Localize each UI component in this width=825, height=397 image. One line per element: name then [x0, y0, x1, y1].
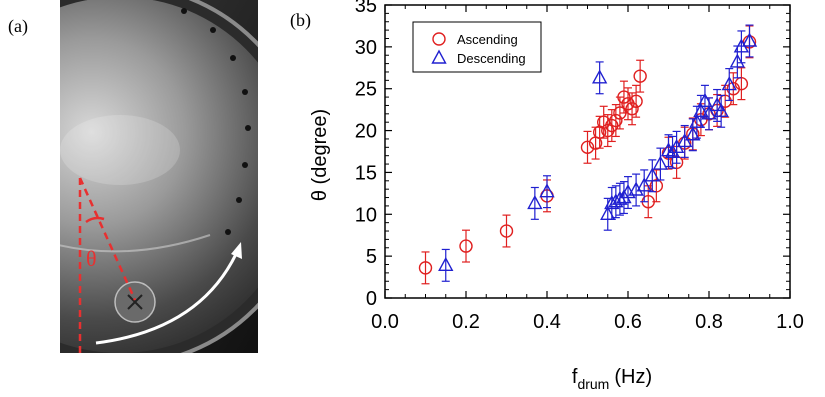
- data-point: [600, 205, 616, 220]
- series-descending: [438, 24, 758, 282]
- data-point: [438, 256, 454, 272]
- data-point: [617, 90, 631, 104]
- data-point: [734, 76, 749, 91]
- x-tick-label: 0.2: [452, 311, 480, 333]
- data-point: [459, 239, 473, 253]
- y-tick-label: 35: [355, 0, 377, 17]
- data-point: [625, 102, 639, 116]
- data-point: [693, 102, 709, 118]
- rotation-arrow: [95, 251, 239, 345]
- x-axis-label: fdrum (Hz): [572, 366, 652, 392]
- x-axis-label-subscript: drum: [577, 376, 609, 392]
- data-point: [652, 155, 669, 170]
- x-tick-label: 0.4: [533, 311, 561, 333]
- intruder-cross-icon: [127, 294, 143, 310]
- legend-marker: [432, 32, 446, 46]
- data-point: [713, 102, 729, 118]
- legend-marker: [431, 49, 447, 64]
- rotation-arrow-head-icon: [231, 242, 242, 259]
- data-point: [499, 224, 514, 238]
- data-point: [633, 69, 647, 83]
- drum-photo: θ: [60, 0, 258, 353]
- data-point: [729, 53, 746, 68]
- legend: Ascending Descending: [412, 21, 542, 73]
- y-tick-label: 15: [355, 162, 377, 184]
- inner-ring: [60, 234, 211, 253]
- angle-arc: [85, 216, 105, 224]
- data-point: [580, 140, 595, 155]
- data-point: [701, 105, 717, 120]
- data-point: [741, 32, 758, 47]
- x-axis-label-unit: (Hz): [614, 366, 652, 388]
- data-point: [527, 194, 543, 210]
- data-point: [664, 143, 681, 159]
- panel-b-label: (b): [290, 10, 311, 30]
- axes: 0.0 0.2 0.4 0.6 0.8 1.0 0 5 10 15 20 25 30 35: [355, 0, 804, 333]
- x-tick-label: 0.8: [695, 311, 723, 333]
- tilted-dashed-line: [78, 177, 137, 301]
- data-point: [649, 179, 664, 193]
- x-tick-label: 1.0: [776, 311, 804, 333]
- drum-face: [60, 0, 258, 353]
- x-tick-label: 0.6: [614, 311, 642, 333]
- data-point: [539, 183, 555, 198]
- data-point: [636, 177, 652, 192]
- data-point: [629, 94, 643, 108]
- data-point: [644, 167, 660, 182]
- data-point: [609, 113, 623, 128]
- drum-highlight: [60, 115, 180, 185]
- data-point: [697, 92, 713, 107]
- y-tick-label: 0: [366, 288, 377, 310]
- data-point: [591, 69, 608, 84]
- data-point: [689, 113, 705, 128]
- legend-entry: Descending: [457, 51, 526, 66]
- rim-bolts: [181, 8, 251, 235]
- data-point: [616, 189, 632, 204]
- angle-theta-label: θ: [86, 246, 97, 271]
- angle-annotation: [78, 177, 137, 353]
- x-tick-label: 0.0: [371, 311, 399, 333]
- y-tick-label: 30: [355, 37, 377, 59]
- y-tick-label: 5: [366, 246, 377, 268]
- series: [418, 24, 758, 285]
- data-point: [721, 76, 737, 91]
- y-axis-label: θ (degree): [309, 109, 331, 201]
- legend-entry: Ascending: [457, 32, 518, 47]
- y-tick-label: 20: [355, 121, 377, 143]
- data-point: [685, 126, 701, 141]
- y-tick-label: 10: [355, 204, 377, 226]
- x-axis-label-main: f: [572, 366, 578, 388]
- data-point: [418, 261, 433, 275]
- panel-a-label: (a): [8, 16, 28, 36]
- y-tick-label: 25: [355, 79, 377, 101]
